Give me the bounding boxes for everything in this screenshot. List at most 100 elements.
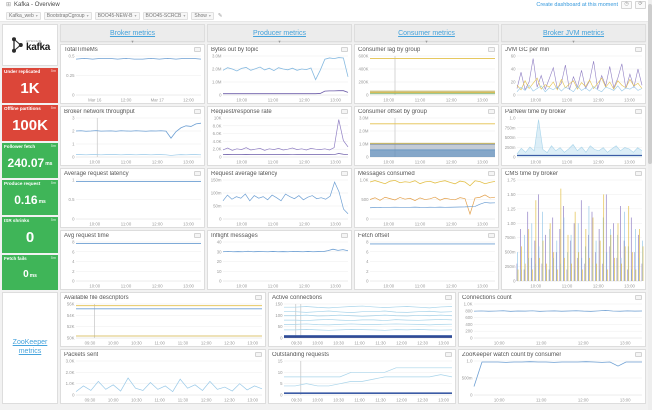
- panel-menu-icon[interactable]: [635, 47, 642, 52]
- filter-chip-boo45-scrcb[interactable]: BOO45-SCRCB ▾: [142, 11, 189, 20]
- chart-canvas[interactable]: 1.0K 500 0 10:00 11:00 12:00 13:00: [355, 177, 498, 227]
- chart-canvas[interactable]: 150m 100m 50m 0 10:00 11:00 12:00 13:00: [208, 177, 351, 227]
- panel-title[interactable]: Bytes out by topic: [211, 46, 259, 53]
- stat-produce-request[interactable]: Produce request 5m 0.16 ms: [2, 179, 58, 216]
- panel-menu-icon[interactable]: [194, 109, 201, 114]
- scrollbar-thumb[interactable]: [648, 4, 652, 164]
- panel-packets-sent: Packets sent 3.0K 2.0K 1.0K 0 09:30 10:00 10:30…: [60, 349, 266, 404]
- panel-menu-icon[interactable]: [635, 352, 642, 357]
- panel-menu-icon[interactable]: [488, 233, 495, 238]
- chart-canvas[interactable]: 15 10 5 0 09:30 10:00 10:30 11:00 11:30 12:00 12:3…: [269, 358, 455, 403]
- column-header-link[interactable]: Producer metrics: [253, 29, 306, 37]
- panel-title[interactable]: Fetch offset: [358, 232, 390, 239]
- panel-title[interactable]: Request average latency: [211, 170, 278, 177]
- svg-text:500: 500: [361, 197, 369, 202]
- panel-title[interactable]: TotalTimeMs: [64, 46, 98, 53]
- chart-canvas[interactable]: 3 2 1 0 10:00 11:00 12:00 13:00: [61, 115, 204, 165]
- panel-title[interactable]: CMS time by broker: [505, 170, 559, 177]
- panel-menu-icon[interactable]: [635, 109, 642, 114]
- svg-text:12:00: 12:00: [299, 98, 310, 103]
- chart-canvas[interactable]: 60 40 20 0 10:00 11:00 12:00 13:00: [502, 53, 645, 103]
- chart-canvas[interactable]: 3.0M 2.0M 1.0M 0 10:00 11:00 12:00 13:00: [355, 115, 498, 165]
- chart-canvas[interactable]: 3.0K 2.0K 1.0K 0 09:30 10:00 10:30 11:00 11:30 12…: [61, 358, 265, 403]
- panel-title[interactable]: Outstanding requests: [272, 351, 330, 358]
- chart-canvas[interactable]: 8 6 4 2 0 10:00 11:00 12:00 13:00: [61, 239, 204, 289]
- panel-title[interactable]: Messages consumed: [358, 170, 415, 177]
- panel-menu-icon[interactable]: [635, 295, 642, 300]
- chart-canvas[interactable]: 56K 54K 52K 50K 09:30 10:00 10:30 11:00 11:30 12:…: [61, 301, 265, 346]
- panel-menu-icon[interactable]: [635, 171, 642, 176]
- panel-menu-icon[interactable]: [488, 109, 495, 114]
- refresh-button[interactable]: ⟳: [635, 1, 646, 9]
- chart-canvas[interactable]: 1.0 500m 0 10:00 11:00 12:00 13:00: [459, 358, 645, 403]
- chart-canvas[interactable]: 3.0M 2.0M 1.0M 0 10:00 11:00 12:00 13:00: [208, 53, 351, 103]
- chart-canvas[interactable]: 0.5 0.25 0 Mar 16 12:00 Mar 17 12:00: [61, 53, 204, 103]
- panel-menu-icon[interactable]: [194, 233, 201, 238]
- svg-text:2: 2: [72, 269, 75, 274]
- svg-text:10:30: 10:30: [131, 398, 142, 403]
- panel-menu-icon[interactable]: [445, 352, 452, 357]
- panel-header: Connections count: [459, 293, 645, 301]
- zookeeper-metrics-link[interactable]: ZooKeeper metrics: [12, 339, 48, 355]
- edit-icon[interactable]: ✎: [217, 12, 223, 19]
- panel-title[interactable]: Avg request time: [64, 232, 109, 239]
- create-dashboard-link[interactable]: Create dashboard at this moment: [536, 2, 618, 8]
- chart-canvas[interactable]: 1 0.5 0 10:00 11:00 12:00 13:00: [61, 177, 204, 227]
- panel-menu-icon[interactable]: [255, 295, 262, 300]
- svg-text:0: 0: [513, 93, 516, 98]
- chart-canvas[interactable]: 10K 8.0K 6.0K 4.0K 2.0K 0 10:00 11:00 12:00 13:00: [208, 115, 351, 165]
- chevron-down-icon[interactable]: ▾: [572, 39, 575, 44]
- panel-title[interactable]: Connections count: [462, 294, 512, 301]
- panel-title[interactable]: Request/response rate: [211, 108, 272, 115]
- panel-title[interactable]: Packets sent: [64, 351, 99, 358]
- panel-menu-icon[interactable]: [341, 233, 348, 238]
- panel-menu-icon[interactable]: [445, 295, 452, 300]
- chart-canvas[interactable]: 1.0 750m 500m 250m 0 10:00 11:00 12:00 13:00: [502, 115, 645, 165]
- panel-menu-icon[interactable]: [255, 352, 262, 357]
- panel-title[interactable]: Available file descriptors: [64, 294, 129, 301]
- chart-canvas[interactable]: 8 6 4 2 0 10:00 11:00 12:00 13:00: [355, 239, 498, 289]
- panel-menu-icon[interactable]: [194, 171, 201, 176]
- stat-offline-partitions[interactable]: Offline partitions 5m 100K: [2, 105, 58, 141]
- scrollbar[interactable]: [648, 0, 652, 410]
- panel-menu-icon[interactable]: [341, 171, 348, 176]
- stat-follower-fetch[interactable]: Follower fetch 5m 240.07 ms: [2, 142, 58, 178]
- panel-menu-icon[interactable]: [341, 47, 348, 52]
- panel-title[interactable]: Consumer offset by group: [358, 108, 427, 115]
- column-header-link[interactable]: Broker metrics: [109, 29, 156, 37]
- panel-title[interactable]: ParNew time by broker: [505, 108, 567, 115]
- panel-header: Avg request time: [61, 231, 204, 239]
- filter-chip-kafka-web[interactable]: Kafka_web ▾: [6, 11, 41, 20]
- panel-title[interactable]: Average request latency: [64, 170, 129, 177]
- chevron-down-icon[interactable]: ▾: [278, 39, 281, 44]
- panel-menu-icon[interactable]: [488, 47, 495, 52]
- column-header-link[interactable]: Consumer metrics: [398, 29, 455, 37]
- filter-chip-boo45-new-b[interactable]: BOO45-NEW-B ▾: [94, 11, 140, 20]
- chart-canvas[interactable]: 1.0K 800 600 400 200 0 10:00 11:00 12:00 13:00: [459, 301, 645, 346]
- svg-text:50K: 50K: [67, 336, 75, 341]
- chart-canvas[interactable]: 1.75 1.50 1.25 1.00 750m 500m 250m 0 10:00 11:00 1…: [502, 177, 645, 289]
- panel-menu-icon[interactable]: [341, 109, 348, 114]
- filter-chip-show[interactable]: Show ▾: [191, 11, 214, 20]
- panel-title[interactable]: JVM GC per min: [505, 46, 550, 53]
- svg-text:13:00: 13:00: [477, 98, 488, 103]
- chart-canvas[interactable]: 600K 400K 200K 0 10:00 11:00 12:00 13:00: [355, 53, 498, 103]
- chevron-down-icon[interactable]: ▾: [425, 39, 428, 44]
- panel-title[interactable]: Broker network throughput: [64, 108, 135, 115]
- filter-chip-bootstrapcgroup[interactable]: BootstrapCgroup ▾: [43, 11, 92, 20]
- time-range-button[interactable]: ◷: [621, 1, 632, 9]
- chart-canvas[interactable]: 40 30 20 10 0 10:00 11:00 12:00 13:00: [208, 239, 351, 289]
- stat-under-replicated[interactable]: Under replicated 5m 1K: [2, 68, 58, 104]
- column-header-link[interactable]: Broker JVM metrics: [542, 29, 605, 37]
- svg-text:0: 0: [72, 393, 75, 398]
- panel-title[interactable]: Active connections: [272, 294, 323, 301]
- chevron-down-icon[interactable]: ▾: [131, 39, 134, 44]
- panel-title[interactable]: Inflight messages: [211, 232, 258, 239]
- stat-isr-shrinks[interactable]: ISR shrinks 5m 0: [2, 217, 58, 253]
- panel-title[interactable]: ZooKeeper watch count by consumer: [462, 351, 562, 358]
- chart-canvas[interactable]: 150 100 50 0 09:30 10:00 10:30 11:00 11:30 12:00 1…: [269, 301, 455, 346]
- panel-title[interactable]: Consumer lag by group: [358, 46, 421, 53]
- panel-menu-icon[interactable]: [488, 171, 495, 176]
- panel-menu-icon[interactable]: [194, 47, 201, 52]
- stat-fetch-fails[interactable]: Fetch fails 5m 0 ms: [2, 254, 58, 290]
